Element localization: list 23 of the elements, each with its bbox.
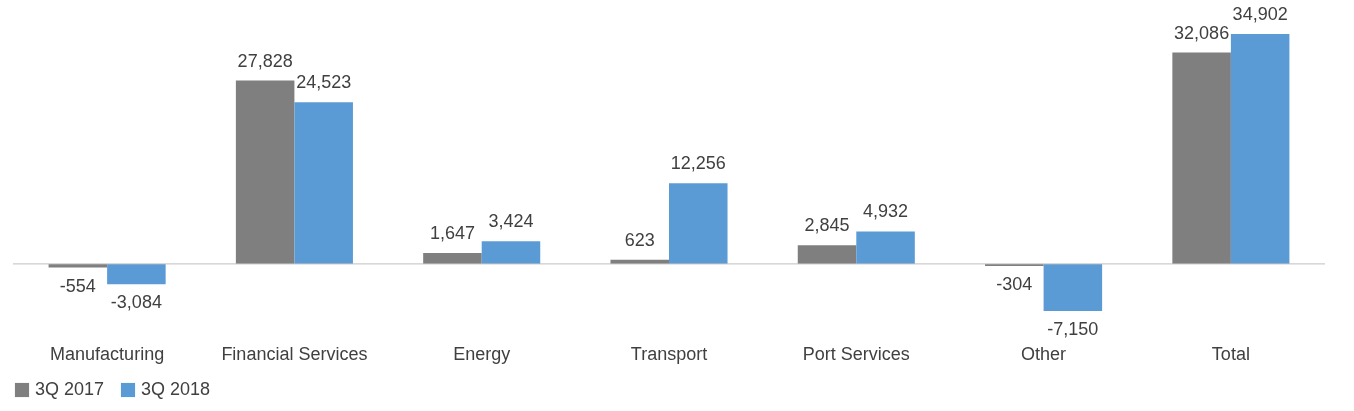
data-label: -554 (59, 275, 96, 296)
data-label: 24,523 (296, 72, 352, 93)
data-label: 34,902 (1232, 4, 1288, 24)
legend-label: 3Q 2017 (35, 379, 105, 399)
x-tick-label: Port Services (802, 343, 910, 364)
data-label: -304 (996, 273, 1033, 294)
data-label: -3,084 (110, 292, 162, 313)
x-tick-label: Transport (630, 343, 708, 364)
x-tick-label: Manufacturing (50, 343, 165, 364)
x-tick-label: Energy (453, 343, 511, 364)
data-label: 27,828 (237, 50, 293, 71)
data-label: 1,647 (429, 223, 475, 244)
data-label: 623 (624, 229, 655, 250)
x-tick-label: Other (1021, 343, 1067, 364)
data-label: 2,845 (804, 215, 850, 236)
data-label: 4,932 (863, 201, 909, 222)
data-label: 12,256 (670, 153, 726, 174)
x-tick-label: Financial Services (221, 343, 368, 364)
data-label: -7,150 (1047, 319, 1099, 339)
legend-label: 3Q 2018 (141, 379, 211, 399)
data-label: 32,086 (1174, 22, 1230, 43)
data-label: 3,424 (488, 211, 534, 232)
x-tick-label: Total (1211, 343, 1250, 364)
